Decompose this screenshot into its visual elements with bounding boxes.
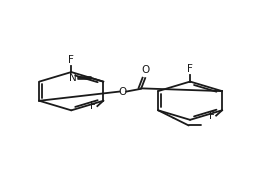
Text: F: F: [90, 101, 96, 111]
Text: F: F: [68, 55, 74, 65]
Text: N: N: [69, 73, 77, 83]
Text: O: O: [119, 87, 127, 97]
Text: F: F: [209, 111, 215, 121]
Text: O: O: [142, 65, 150, 75]
Text: F: F: [187, 64, 193, 74]
